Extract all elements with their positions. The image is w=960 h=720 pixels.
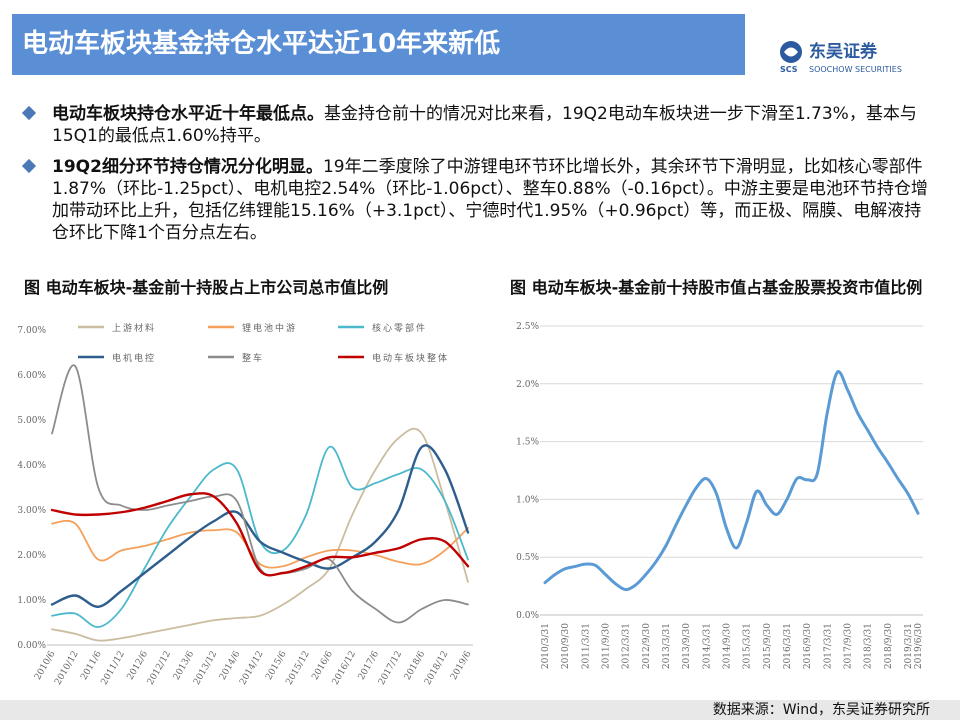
x-tick-label: 2015/6: [264, 649, 289, 682]
y-tick-label: 3.00%: [17, 506, 46, 516]
x-tick-label: 2012/12: [146, 650, 173, 687]
source-note: 数据来源：Wind，东吴证券研究所: [712, 702, 930, 718]
chart: 0.0% 0.5% 1.0% 1.5% 2.0% 2.5% 2010/3/31 2010/9/…: [516, 322, 924, 669]
y-tick-label: 1.00%: [17, 596, 46, 606]
logo-name: 东吴证券: [809, 41, 878, 62]
data-line: [51, 364, 469, 624]
x-tick-label: 2011/9/30: [601, 623, 611, 669]
data-line: [50, 444, 470, 608]
x-tick-label: 2011/3/31: [581, 623, 591, 669]
x-tick-label: 2019/3/31: [904, 623, 914, 669]
x-tick-label: 2013/6: [172, 649, 197, 682]
x-tick-label: 2017/3/31: [823, 623, 833, 669]
bullet-bold: 19Q2细分环节持仓情况分化明显。: [52, 157, 323, 177]
x-tick-label: 2015/12: [284, 650, 311, 687]
y-tick-label: 1.5%: [516, 438, 539, 448]
x-tick-label: 2015/3/31: [743, 623, 753, 669]
x-tick-label: 2014/3/31: [702, 623, 712, 669]
x-tick-label: 2012/3/31: [622, 623, 632, 669]
x-tick-label: 2015/9/30: [763, 623, 773, 669]
legend-label: 上游材料: [112, 322, 156, 334]
y-tick-label: 5.00%: [17, 416, 46, 426]
logo-mark: SCS: [780, 65, 798, 74]
x-tick-label: 2017/9/30: [843, 623, 853, 669]
bullet: 19Q2细分环节持仓情况分化明显。19年二季度除了中游锂电环节环比增长外，其余环…: [21, 156, 934, 244]
x-tick-label: 2010/12: [53, 650, 80, 687]
x-tick-label: 2010/3/31: [541, 623, 551, 669]
legend-label: 电机电控: [112, 352, 156, 364]
logo-icon-shape: [784, 47, 798, 57]
bullet-bold: 电动车板块持仓水平近十年最低点。: [52, 104, 324, 124]
x-tick-label: 2013/3/31: [662, 623, 672, 669]
y-tick-label: 0.00%: [17, 641, 46, 651]
chart-title: 图 电动车板块-基金前十持股占上市公司总市值比例: [24, 278, 389, 297]
x-tick-label: 2018/6: [403, 649, 428, 682]
x-tick-label: 2011/12: [100, 650, 127, 687]
x-tick-label: 2018/12: [423, 650, 450, 687]
x-tick-label: 2016/3/31: [783, 623, 793, 669]
logo: 东吴证券 SCS SOOCHOW SECURITIES: [780, 41, 902, 74]
footer-bar: [0, 700, 960, 720]
legend-label: 锂电池中游: [242, 322, 297, 334]
chart: 0.00% 1.00% 2.00% 3.00% 4.00% 5.00% 6.00% 7.00%…: [17, 322, 474, 687]
x-tick-label: 2017/12: [377, 650, 404, 687]
bullet-text: 19年二季度除了中游锂电环节环比增长外，其余环节下滑明显，比如核心零部件1.87…: [52, 157, 928, 243]
x-tick-label: 2016/12: [331, 650, 358, 687]
x-tick-label: 2010/9/30: [561, 623, 571, 669]
y-tick-label: 2.0%: [516, 380, 539, 390]
y-tick-label: 2.5%: [516, 322, 539, 332]
bullet-text: 基金持仓前十的情况对比来看，19Q2电动车板块进一步下滑至1.73%，基本与15…: [52, 104, 917, 146]
x-tick-label: 2018/9/30: [884, 623, 894, 669]
y-tick-label: 0.0%: [516, 611, 539, 621]
x-tick-label: 2016/6: [310, 649, 335, 682]
y-tick-label: 0.5%: [516, 553, 539, 563]
y-tick-label: 6.00%: [17, 371, 46, 381]
x-tick-label: 2013/12: [192, 650, 219, 687]
legend-label: 电动车板块整体: [372, 352, 449, 364]
y-tick-label: 4.00%: [17, 461, 46, 471]
y-tick-label: 1.0%: [516, 495, 539, 505]
x-tick-label: 2012/6: [126, 649, 151, 682]
data-line: [543, 370, 920, 592]
y-tick-label: 7.00%: [17, 326, 46, 336]
data-line: [51, 519, 469, 569]
data-line: [51, 446, 469, 628]
data-line: [51, 427, 469, 642]
header-title: 电动车板块基金持仓水平达近10年来新低: [22, 29, 501, 59]
x-tick-label: 2016/9/30: [803, 623, 813, 669]
x-tick-label: 2013/9/30: [682, 623, 692, 669]
x-tick-label: 2014/12: [238, 650, 265, 687]
header-bar: [12, 14, 745, 75]
x-tick-label: 2017/6: [357, 649, 382, 682]
y-tick-label: 2.00%: [17, 551, 46, 561]
x-tick-label: 2014/6: [218, 649, 243, 682]
x-tick-label: 2010/6: [33, 649, 58, 682]
bullet: 电动车板块持仓水平近十年最低点。基金持仓前十的情况对比来看，19Q2电动车板块进…: [21, 103, 934, 147]
x-tick-label: 2012/9/30: [642, 623, 652, 669]
legend-label: 核心零部件: [372, 322, 427, 334]
x-tick-label: 2019/6/30: [914, 623, 924, 669]
x-tick-label: 2011/6: [79, 649, 104, 682]
data-line: [50, 492, 470, 577]
x-tick-label: 2018/3/31: [864, 623, 874, 669]
x-tick-label: 2014/9/30: [722, 623, 732, 669]
legend-label: 整车: [242, 352, 264, 364]
chart-title: 图 电动车板块-基金前十持股市值占基金股票投资市值比例: [510, 278, 923, 297]
logo-en: SOOCHOW SECURITIES: [809, 65, 902, 74]
x-tick-label: 2019/6: [449, 649, 474, 682]
